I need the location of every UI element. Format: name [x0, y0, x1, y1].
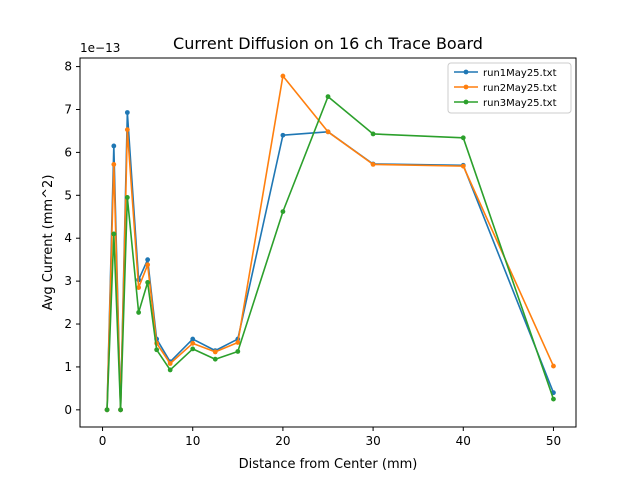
- data-point: [370, 131, 376, 137]
- x-axis: 0 10 20 30 40 50: [99, 427, 561, 448]
- data-point: [190, 336, 196, 342]
- y-tick-label: 3: [64, 274, 72, 288]
- legend-item: run3May25.txt: [454, 98, 557, 109]
- y-tick-label: 7: [64, 102, 72, 116]
- data-point: [280, 209, 286, 215]
- y-tick-label: 1: [64, 360, 72, 374]
- y-tick-label: 5: [64, 188, 72, 202]
- data-point: [190, 340, 196, 346]
- legend: run1May25.txt run2May25.txt run3May25.txt: [447, 62, 572, 114]
- x-axis-label: Distance from Center (mm): [239, 457, 418, 472]
- data-point: [551, 396, 556, 402]
- data-point: [370, 162, 376, 167]
- data-point: [145, 262, 151, 268]
- data-point: [145, 280, 151, 285]
- y-tick-label: 8: [64, 60, 72, 74]
- axes-frame: [79, 57, 577, 428]
- plot-area: [104, 73, 556, 413]
- y-axis-label: Avg Current (mm^2): [41, 175, 56, 311]
- legend-box: [447, 62, 572, 114]
- legend-swatch-marker: [463, 84, 469, 90]
- x-tick-label: 50: [546, 434, 561, 448]
- data-point: [154, 347, 160, 353]
- data-point: [325, 94, 331, 100]
- chart-title: Current Diffusion on 16 ch Trace Board: [173, 34, 483, 53]
- data-point: [212, 356, 218, 362]
- data-point: [104, 407, 110, 413]
- data-point: [136, 310, 142, 315]
- data-point: [235, 340, 241, 345]
- data-point: [124, 110, 130, 115]
- legend-swatch-marker: [463, 99, 469, 105]
- data-point: [167, 367, 173, 373]
- series-line: [106, 95, 555, 411]
- data-point: [136, 285, 142, 290]
- data-point: [460, 135, 466, 141]
- data-point: [111, 231, 117, 237]
- series-2: [104, 73, 556, 413]
- data-point: [118, 407, 123, 413]
- legend-swatch-marker: [463, 69, 469, 75]
- legend-item: run1May25.txt: [454, 68, 557, 79]
- data-point: [145, 257, 151, 263]
- data-point: [280, 73, 286, 79]
- legend-label: run3May25.txt: [483, 98, 557, 109]
- data-point: [124, 195, 130, 200]
- data-point: [111, 162, 117, 167]
- x-tick-label: 0: [99, 434, 107, 448]
- legend-item: run2May25.txt: [454, 83, 557, 94]
- legend-label: run1May25.txt: [483, 68, 557, 79]
- data-point: [235, 349, 241, 354]
- data-point: [111, 143, 117, 149]
- data-point: [190, 346, 196, 352]
- y-tick-label: 0: [64, 403, 72, 417]
- y-tick-label: 2: [64, 317, 72, 331]
- legend-label: run2May25.txt: [483, 83, 557, 94]
- x-tick-label: 30: [365, 434, 380, 448]
- data-point: [460, 163, 466, 169]
- x-tick-label: 40: [456, 434, 471, 448]
- y-tick-label: 4: [64, 231, 72, 245]
- data-point: [325, 129, 331, 135]
- x-tick-label: 20: [275, 434, 290, 448]
- series-line: [106, 75, 555, 411]
- data-point: [212, 349, 218, 355]
- data-point: [551, 363, 556, 369]
- data-point: [124, 127, 130, 133]
- y-offset-text: 1e−13: [80, 41, 120, 55]
- y-tick-label: 6: [64, 145, 72, 159]
- data-point: [280, 132, 286, 138]
- y-axis: 0 1 2 3 4 5 6 7 8: [64, 60, 80, 417]
- x-tick-label: 10: [185, 434, 200, 448]
- data-point: [167, 361, 173, 366]
- series-3: [104, 94, 556, 413]
